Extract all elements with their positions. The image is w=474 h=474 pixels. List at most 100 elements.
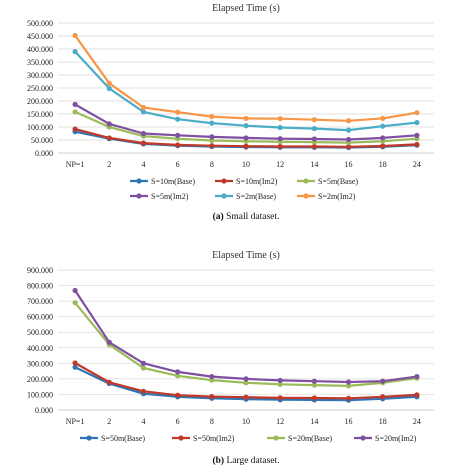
x-tick-label: 8: [210, 417, 214, 426]
data-point: [345, 379, 352, 385]
x-tick-label: 10: [242, 417, 250, 426]
chart-panel-small-dataset: Elapsed Time (s) 0.000 50.000 100.000 150.00…: [27, 3, 434, 222]
legend-item: S=10m(Base): [130, 177, 195, 186]
data-point: [345, 395, 352, 401]
data-point: [140, 130, 147, 137]
legend-swatch-marker: [178, 435, 184, 441]
legend-item: S=5m(Im2): [130, 192, 189, 201]
y-tick-label: 600.000: [27, 313, 53, 322]
data-point: [72, 364, 78, 370]
legend-swatch-marker: [303, 178, 309, 184]
data-point: [175, 142, 181, 148]
chart-title: Elapsed Time (s): [212, 250, 280, 261]
caption-text: Large dataset.: [224, 456, 279, 466]
data-point: [243, 376, 249, 382]
legend-item: S=2m(Base): [215, 192, 276, 201]
legend-item: S=50m(Im2): [172, 434, 235, 443]
data-point: [414, 141, 420, 148]
data-point: [311, 395, 317, 401]
y-tick-label: 150.000: [27, 110, 53, 119]
data-point: [209, 137, 215, 144]
caption-label: (a): [213, 211, 224, 222]
data-point: [106, 85, 112, 92]
y-tick-label: 350.000: [27, 58, 53, 67]
data-point: [140, 104, 147, 111]
legend-swatch-marker: [360, 435, 366, 441]
y-tick-label: 200.000: [27, 375, 53, 384]
y-tick-label: 100.000: [27, 123, 53, 132]
data-point: [345, 136, 352, 143]
legend-swatch-marker: [86, 435, 92, 441]
caption-label: (b): [212, 455, 224, 466]
data-point: [345, 144, 352, 150]
legend-swatch-marker: [221, 178, 227, 184]
x-tick-label: 10: [242, 160, 250, 169]
data-point: [72, 32, 78, 39]
legend-item: S=2m(Im2): [297, 192, 356, 201]
data-point: [175, 373, 181, 379]
y-tick-label: 400.000: [27, 45, 53, 54]
y-tick-label: 450.000: [27, 32, 53, 41]
data-point: [209, 134, 215, 140]
data-point: [414, 132, 420, 138]
x-tick-label: 16: [345, 160, 353, 169]
data-point: [380, 378, 386, 384]
data-point: [106, 121, 112, 127]
data-point: [106, 379, 112, 385]
legend-label: S=10m(Base): [151, 177, 195, 186]
series-line: [74, 289, 418, 384]
data-point: [380, 115, 386, 122]
x-tick-label: 2: [107, 417, 111, 426]
data-point: [209, 143, 215, 149]
legend-swatch-marker: [221, 193, 227, 199]
caption-text: Small dataset.: [224, 212, 280, 222]
data-point: [175, 392, 181, 398]
data-point: [277, 381, 283, 387]
data-point: [140, 109, 147, 115]
data-point: [72, 126, 78, 132]
y-tick-label: 700.000: [27, 297, 53, 306]
x-tick-label: 6: [176, 417, 180, 426]
x-tick-label: 8: [210, 160, 214, 169]
legend-swatch-marker: [273, 435, 279, 441]
data-point: [175, 109, 181, 115]
y-tick-label: 400.000: [27, 344, 53, 353]
data-point: [345, 127, 352, 133]
legend-label: S=50m(Base): [101, 434, 145, 443]
data-point: [72, 49, 78, 55]
data-point: [140, 360, 147, 366]
legend-label: S=5m(Im2): [151, 192, 189, 201]
legend-label: S=2m(Im2): [318, 192, 356, 201]
data-point: [243, 123, 249, 129]
x-tick-label: 6: [176, 160, 180, 169]
series-line: [74, 302, 418, 387]
data-point: [72, 360, 78, 366]
data-point: [72, 300, 78, 306]
y-tick-label: 800.000: [27, 282, 53, 291]
data-point: [243, 380, 249, 386]
data-point: [243, 394, 249, 400]
data-point: [345, 383, 352, 389]
y-tick-label: 200.000: [27, 97, 53, 106]
legend-item: S=50m(Base): [80, 434, 145, 443]
legend-item: S=5m(Base): [297, 177, 358, 186]
data-point: [175, 116, 181, 122]
legend-label: S=5m(Base): [318, 177, 358, 186]
data-point: [106, 339, 112, 345]
x-tick-label: 14: [310, 417, 318, 426]
y-tick-label: 50.000: [31, 136, 53, 145]
data-point: [414, 373, 420, 380]
y-tick-label: 500.000: [27, 328, 53, 337]
data-point: [277, 124, 283, 131]
data-point: [414, 119, 420, 126]
data-point: [311, 136, 317, 142]
data-point: [414, 110, 420, 116]
data-point: [311, 117, 317, 123]
data-point: [311, 125, 317, 132]
x-tick-label: 24: [413, 160, 421, 169]
data-point: [72, 101, 78, 107]
x-tick-label: 18: [379, 417, 387, 426]
data-point: [209, 377, 215, 383]
data-point: [106, 80, 112, 86]
y-tick-label: 900.000: [27, 266, 53, 275]
